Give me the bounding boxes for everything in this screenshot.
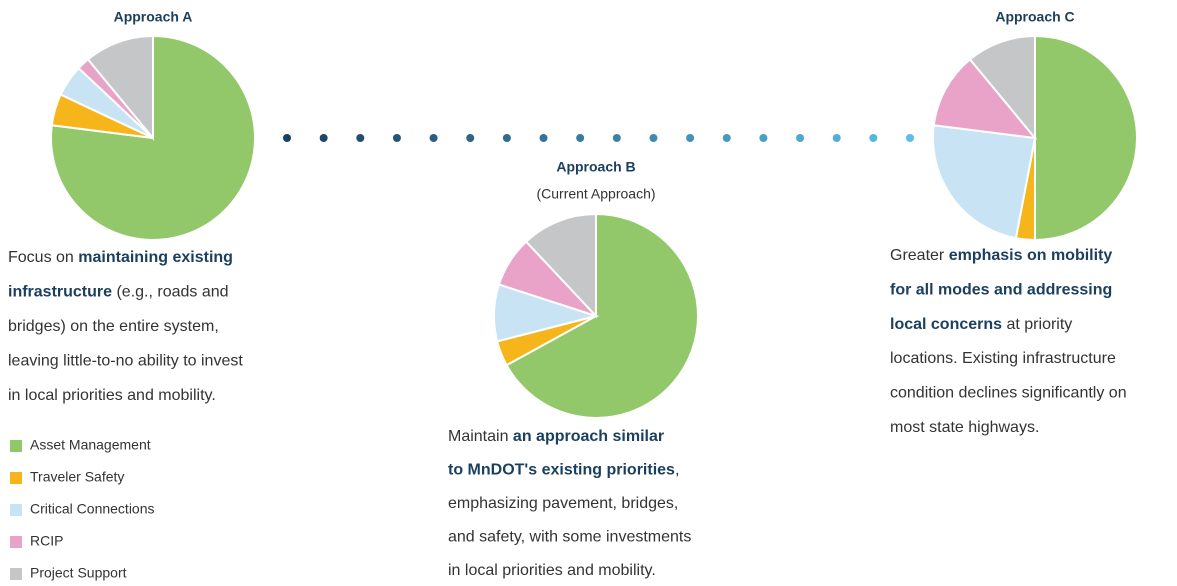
connector-dot	[869, 134, 878, 142]
pie-slice	[932, 124, 1037, 240]
connector-dot	[722, 134, 731, 142]
text: condition declines significantly on	[890, 385, 1127, 402]
text: and safety, with some investments	[448, 529, 691, 546]
emphasis: emphasis on mobility	[949, 247, 1113, 264]
legend-swatch	[10, 440, 22, 452]
pie-slice	[524, 212, 597, 319]
description-line: Greater emphasis on mobility	[890, 247, 1112, 264]
legend-label: Asset Management	[30, 437, 151, 453]
description-line: to MnDOT's existing priorities,	[448, 462, 679, 479]
connector-dot	[759, 134, 768, 142]
text: leaving little-to-no ability to invest	[8, 353, 243, 370]
text: most state highways.	[890, 419, 1039, 436]
pie-slice	[505, 212, 699, 419]
legend-swatch	[10, 504, 22, 516]
emphasis: to MnDOT's existing priorities	[448, 462, 675, 479]
legend-swatch	[10, 472, 22, 484]
text: ,	[675, 462, 679, 479]
description-line: for all modes and addressing	[890, 282, 1112, 299]
legend-label: RCIP	[30, 533, 63, 549]
pie-title: Approach B	[556, 159, 635, 175]
legend-swatch	[10, 568, 22, 580]
pie-slice	[1034, 34, 1138, 242]
description-line: Maintain an approach similar	[448, 428, 664, 445]
connector-dot	[283, 134, 291, 142]
legend-label: Project Support	[30, 565, 127, 581]
connector-dot	[502, 134, 511, 142]
text: Maintain	[448, 428, 513, 445]
emphasis: local concerns	[890, 316, 1002, 333]
pie-subtitle: (Current Approach)	[536, 186, 655, 202]
description-line: emphasizing pavement, bridges,	[448, 495, 678, 512]
text: Focus on	[8, 249, 78, 266]
description-line: leaving little-to-no ability to invest	[8, 353, 243, 370]
connector-dot	[796, 134, 805, 142]
connector-dot	[539, 134, 548, 142]
connector-dot	[906, 134, 914, 142]
description-line: local concerns at priority	[890, 316, 1072, 333]
description-line: in local priorities and mobility.	[8, 387, 216, 404]
pie-title: Approach A	[114, 9, 193, 25]
legend-swatch	[10, 536, 22, 548]
connector-dot	[466, 134, 475, 142]
legend-label: Traveler Safety	[30, 469, 124, 485]
connector-dot	[319, 134, 328, 142]
description-line: locations. Existing infrastructure	[890, 350, 1116, 367]
connector-dot	[429, 134, 438, 142]
connector-dot	[392, 134, 401, 142]
connector-dot	[832, 134, 841, 142]
emphasis: an approach similar	[513, 428, 664, 445]
text: emphasizing pavement, bridges,	[448, 495, 678, 512]
connector-dot	[356, 134, 365, 142]
connector-dot	[686, 134, 695, 142]
text: locations. Existing infrastructure	[890, 350, 1116, 367]
pie-slice	[932, 57, 1038, 140]
connector-dot	[576, 134, 585, 142]
description-line: infrastructure (e.g., roads and	[8, 284, 229, 301]
emphasis: infrastructure	[8, 284, 112, 301]
pie-title: Approach C	[995, 9, 1074, 25]
description-line: in local priorities and mobility.	[448, 562, 656, 579]
text: Greater	[890, 247, 949, 264]
text: in local priorities and mobility.	[8, 387, 216, 404]
description-line: most state highways.	[890, 419, 1039, 436]
description-line: condition declines significantly on	[890, 385, 1127, 402]
connector-dot	[649, 134, 658, 142]
emphasis: for all modes and addressing	[890, 282, 1112, 299]
emphasis: maintaining existing	[78, 249, 233, 266]
text: in local priorities and mobility.	[448, 562, 656, 579]
description-line: bridges) on the entire system,	[8, 318, 219, 335]
text: at priority	[1002, 316, 1072, 333]
description-line: Focus on maintaining existing	[8, 249, 233, 266]
description-line: and safety, with some investments	[448, 529, 691, 546]
text: (e.g., roads and	[112, 284, 229, 301]
legend-label: Critical Connections	[30, 501, 155, 517]
connector-dot	[612, 134, 621, 142]
text: bridges) on the entire system,	[8, 318, 219, 335]
pie-slice	[86, 34, 154, 141]
pie-slice	[968, 34, 1036, 141]
